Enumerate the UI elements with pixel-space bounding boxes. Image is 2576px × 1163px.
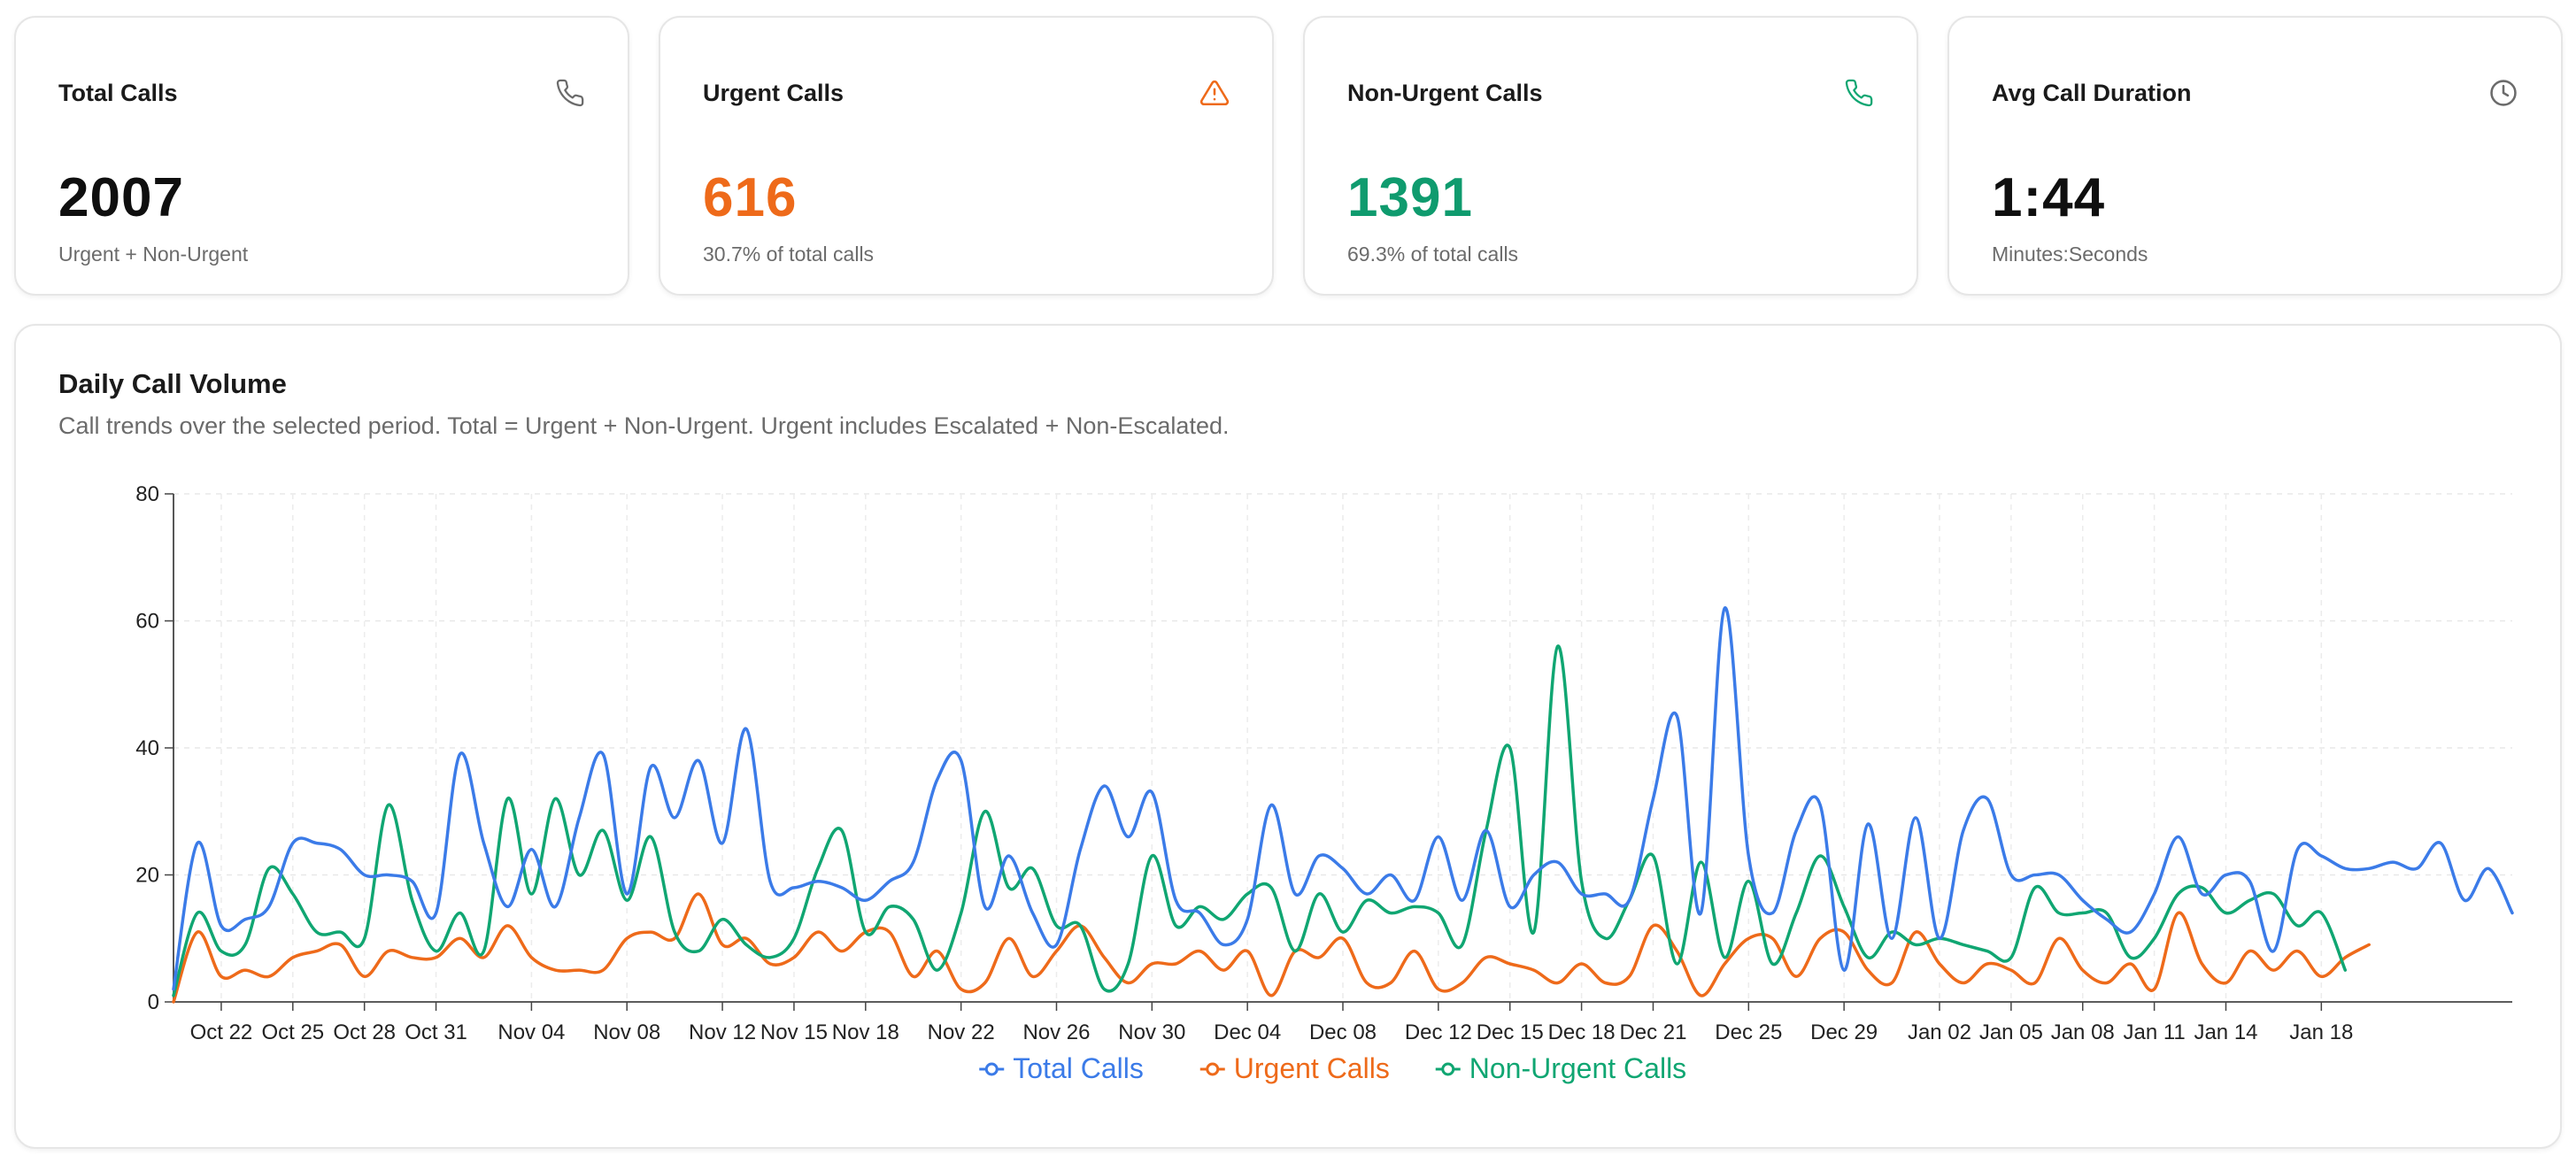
x-tick-label: Nov 04: [497, 1021, 565, 1044]
legend-marker: [1206, 1062, 1220, 1076]
non-urgent-calls-card: Non-Urgent Calls 1391 69.3% of total cal…: [1303, 16, 1918, 296]
x-tick-label: Dec 29: [1810, 1021, 1878, 1044]
y-tick-label: 20: [135, 864, 159, 888]
total-calls-card: Total Calls 2007 Urgent + Non-Urgent: [14, 16, 629, 296]
y-tick-label: 80: [135, 482, 159, 506]
x-tick-label: Dec 25: [1715, 1021, 1782, 1044]
stat-title: Avg Call Duration: [1992, 80, 2192, 106]
x-tick-label: Jan 02: [1908, 1021, 1971, 1044]
daily-call-volume-card: Daily Call Volume Call trends over the s…: [14, 324, 2562, 1149]
x-tick-label: Jan 14: [2194, 1021, 2257, 1044]
x-tick-label: Dec 18: [1548, 1021, 1616, 1044]
x-tick-label: Jan 08: [2051, 1021, 2115, 1044]
x-tick-label: Dec 12: [1405, 1021, 1472, 1044]
x-tick-label: Nov 22: [928, 1021, 995, 1044]
line-chart: 0 20 40 60 80 Oct 22 Oct 25 Oct 28 Oct 31 Nov 04 N…: [135, 482, 2514, 1084]
phone-icon: [1845, 79, 1873, 107]
stat-subtitle: Minutes:Seconds: [1992, 243, 2148, 266]
clock-icon: [2490, 80, 2517, 106]
y-tick-label: 40: [135, 736, 159, 760]
stat-value: 1391: [1347, 167, 1473, 228]
x-tick-label: Jan 05: [1979, 1021, 2043, 1044]
x-tick-label: Dec 04: [1214, 1021, 1281, 1044]
stat-title: Non-Urgent Calls: [1347, 80, 1543, 106]
x-tick-label: Jan 11: [2123, 1021, 2185, 1044]
x-tick-label: Oct 22: [190, 1021, 253, 1044]
legend-label: Total Calls: [1013, 1052, 1144, 1084]
stat-value: 1:44: [1992, 167, 2106, 228]
legend-marker: [1441, 1062, 1455, 1076]
stat-title: Total Calls: [58, 80, 178, 106]
x-tick-label: Nov 30: [1118, 1021, 1185, 1044]
series-line-non-urgent-calls: [172, 644, 2348, 997]
legend-label: Urgent Calls: [1234, 1052, 1390, 1084]
x-tick-label: Dec 08: [1309, 1021, 1377, 1044]
stat-value: 2007: [58, 167, 184, 228]
x-tick-label: Dec 21: [1619, 1021, 1686, 1044]
stat-value: 616: [703, 167, 798, 228]
warning-icon: [1199, 80, 1230, 106]
stat-subtitle: 69.3% of total calls: [1347, 243, 1519, 266]
x-tick-label: Nov 18: [832, 1021, 899, 1044]
x-tick-label: Dec 15: [1477, 1021, 1544, 1044]
chart-title: Daily Call Volume: [58, 368, 287, 399]
stat-subtitle: 30.7% of total calls: [703, 243, 875, 266]
y-tick-label: 0: [148, 990, 159, 1014]
x-tick-label: Nov 15: [760, 1021, 828, 1044]
phone-icon: [556, 79, 584, 107]
series-line-urgent-calls: [172, 892, 2371, 1004]
stat-subtitle: Urgent + Non-Urgent: [58, 243, 249, 266]
x-tick-label: Nov 08: [593, 1021, 660, 1044]
avg-duration-card: Avg Call Duration 1:44 Minutes:Seconds: [1947, 16, 2563, 296]
x-tick-label: Nov 12: [689, 1021, 756, 1044]
x-tick-label: Oct 25: [261, 1021, 324, 1044]
stat-title: Urgent Calls: [703, 80, 845, 106]
series-line-total-calls: [172, 606, 2514, 991]
urgent-calls-card: Urgent Calls 616 30.7% of total calls: [659, 16, 1274, 296]
legend-label: Non-Urgent Calls: [1469, 1052, 1686, 1084]
x-tick-label: Jan 18: [2289, 1021, 2353, 1044]
chart-subtitle: Call trends over the selected period. To…: [58, 412, 1230, 439]
x-tick-label: Oct 28: [333, 1021, 396, 1044]
x-tick-label: Nov 26: [1022, 1021, 1090, 1044]
x-tick-label: Oct 31: [405, 1021, 467, 1044]
legend-marker: [984, 1062, 999, 1076]
y-tick-label: 60: [135, 610, 159, 634]
